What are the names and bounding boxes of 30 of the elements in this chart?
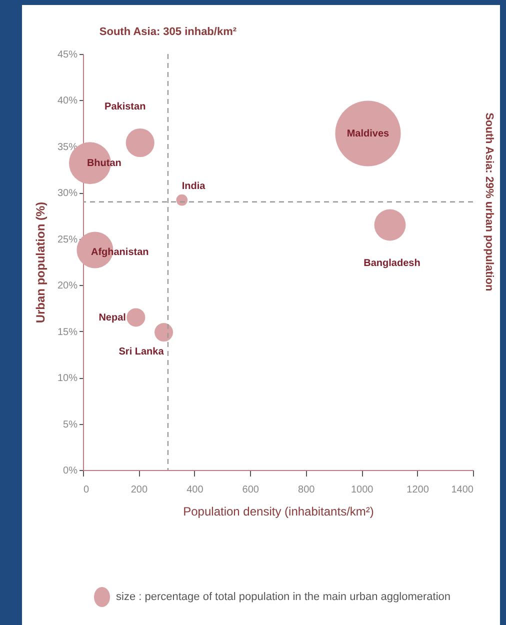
y-tick-label: 10% — [57, 373, 78, 384]
x-tick-label: 800 — [298, 484, 316, 496]
y-tick-label: 45% — [57, 50, 78, 60]
series-label: Sri Lanka — [118, 346, 164, 358]
ref-line-label: South Asia: 29% urban population — [483, 112, 495, 292]
series-label: Afghanistan — [90, 246, 149, 258]
y-tick-label: 0% — [63, 466, 78, 476]
y-tick-label: 25% — [57, 234, 78, 246]
ref-line-label: South Asia: 305 inhab/km² — [99, 26, 237, 38]
y-tick-label: 20% — [57, 280, 78, 292]
text: Bangladesh — [364, 258, 420, 270]
y-tick-label: 15% — [57, 326, 78, 338]
y-tick-label: 35% — [57, 142, 78, 153]
x-axis-title: Population density (inhabitants/km²) — [183, 504, 374, 518]
y-tick-label: 30% — [57, 188, 78, 200]
x-tick-label: 600 — [242, 484, 260, 496]
x-tick-label: 1400 — [451, 484, 474, 496]
series-label: Nepal — [98, 312, 126, 324]
series-label: Maldives — [346, 128, 390, 140]
series-label: Pakistan — [104, 102, 146, 113]
x-tick-label: 1200 — [406, 484, 430, 496]
x-tick-label: 200 — [130, 484, 148, 496]
x-tick-label: 400 — [186, 484, 204, 496]
text: size : percentage of total population in the main urban agglomeration — [116, 591, 450, 603]
y-tick-label: 40% — [57, 96, 78, 107]
y-axis-title: Urban population (%) — [33, 202, 48, 324]
x-tick-label: 0 — [84, 484, 90, 496]
y-tick-label: 5% — [63, 419, 78, 430]
x-tick-label: 1000 — [350, 484, 374, 496]
series-label: India — [182, 181, 206, 192]
